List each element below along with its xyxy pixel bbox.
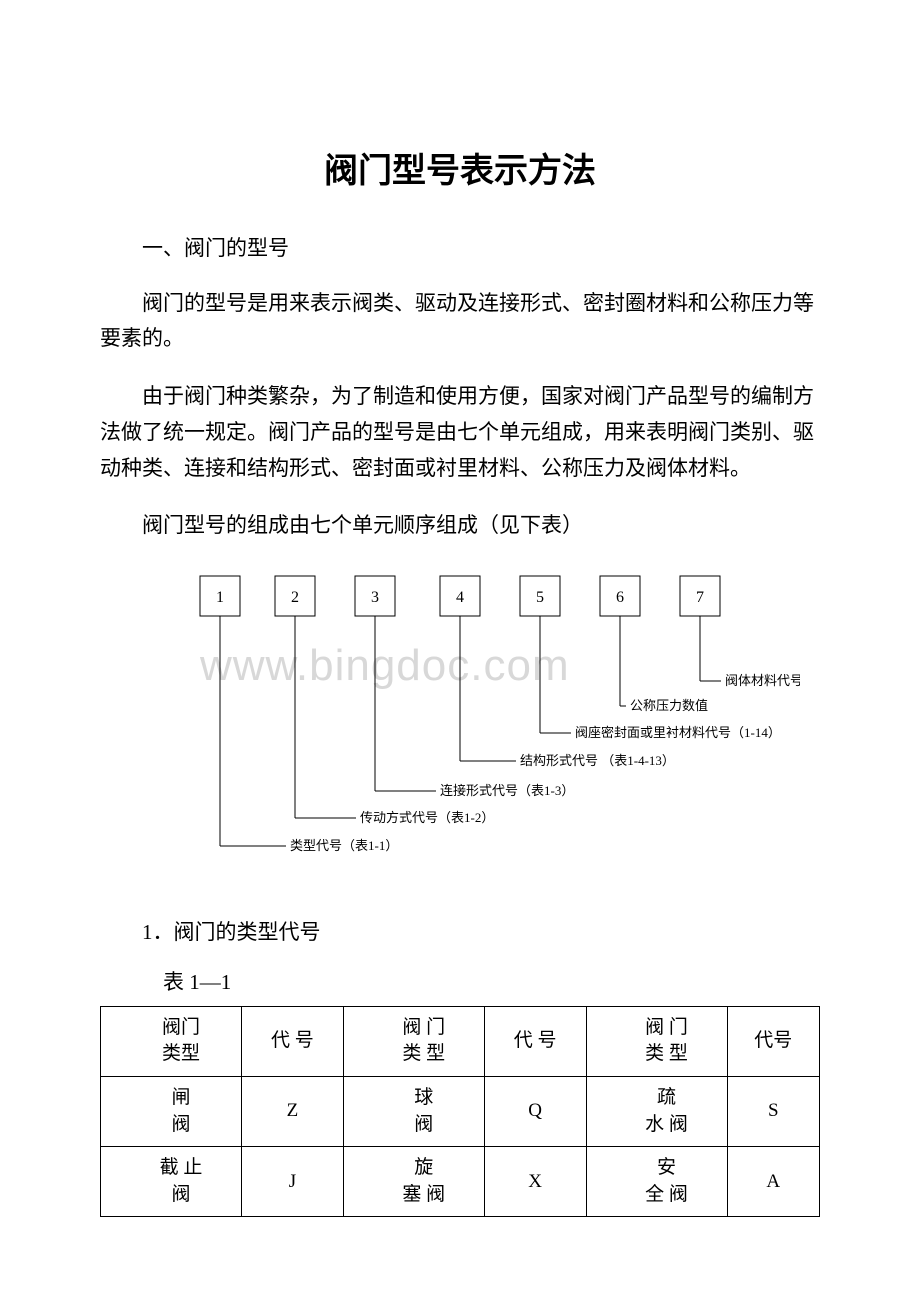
table-cell: 旋塞 阀 [343,1147,484,1217]
table-cell: J [242,1147,344,1217]
table-cell: 截 止阀 [101,1147,242,1217]
svg-text:结构形式代号 （表1-4-13）: 结构形式代号 （表1-4-13） [520,753,675,768]
svg-text:2: 2 [291,589,299,606]
header-cell: 代 号 [484,1006,586,1076]
table-cell: 闸阀 [101,1077,242,1147]
svg-text:5: 5 [536,589,544,606]
svg-text:6: 6 [616,589,624,606]
table-header-row: 阀门类型 代 号 阀 门类 型 代 号 阀 门类 型 代号 [101,1006,820,1076]
header-cell: 代号 [727,1006,819,1076]
table-cell: 疏水 阀 [586,1077,727,1147]
table-cell: Q [484,1077,586,1147]
paragraph-3: 阀门型号的组成由七个单元顺序组成（见下表） [100,508,820,544]
header-cell: 阀 门类 型 [343,1006,484,1076]
svg-text:连接形式代号（表1-3）: 连接形式代号（表1-3） [440,783,574,798]
table-cell: X [484,1147,586,1217]
table-cell: 球阀 [343,1077,484,1147]
table-cell: Z [242,1077,344,1147]
svg-text:7: 7 [696,589,704,606]
table-row: 闸阀 Z 球阀 Q 疏水 阀 S [101,1077,820,1147]
paragraph-2: 由于阀门种类繁杂，为了制造和使用方便，国家对阀门产品型号的编制方法做了统一规定。… [100,379,820,486]
header-cell: 代 号 [242,1006,344,1076]
table-cell: S [727,1077,819,1147]
table-row: 截 止阀 J 旋塞 阀 X 安全 阀 A [101,1147,820,1217]
svg-text:3: 3 [371,589,379,606]
document-page: 阀门型号表示方法 一、阀门的型号 阀门的型号是用来表示阀类、驱动及连接形式、密封… [0,0,920,1302]
svg-text:阀座密封面或里衬材料代号（1-14）: 阀座密封面或里衬材料代号（1-14） [575,725,781,740]
header-cell: 阀门类型 [101,1006,242,1076]
svg-text:公称压力数值: 公称压力数值 [630,698,708,713]
svg-text:阀体材料代号（1-15）: 阀体材料代号（1-15） [725,673,800,688]
subheading-1: 1．阀门的类型代号 [100,916,820,946]
table-cell: A [727,1147,819,1217]
svg-text:传动方式代号（表1-2）: 传动方式代号（表1-2） [360,810,494,825]
structure-diagram: www.bingdoc.com 1234567类型代号（表1-1）传动方式代号（… [100,566,820,896]
svg-text:1: 1 [216,589,224,606]
valve-type-table: 阀门类型 代 号 阀 门类 型 代 号 阀 门类 型 代号 闸阀 Z 球阀 Q … [100,1006,820,1218]
svg-text:类型代号（表1-1）: 类型代号（表1-1） [290,838,398,853]
section-heading-1: 一、阀门的型号 [100,232,820,262]
page-title: 阀门型号表示方法 [100,143,820,192]
diagram-svg: 1 2 3 4 5 6 7 类型代号（表1-1） 传动方式代号（表1-2） 连接形式代号（表1-3… [180,566,800,886]
header-cell: 阀 门类 型 [586,1006,727,1076]
table-caption: 表 1—1 [100,966,820,996]
paragraph-1: 阀门的型号是用来表示阀类、驱动及连接形式、密封圈材料和公称压力等要素的。 [100,286,820,357]
table-cell: 安全 阀 [586,1147,727,1217]
svg-text:4: 4 [456,589,464,606]
